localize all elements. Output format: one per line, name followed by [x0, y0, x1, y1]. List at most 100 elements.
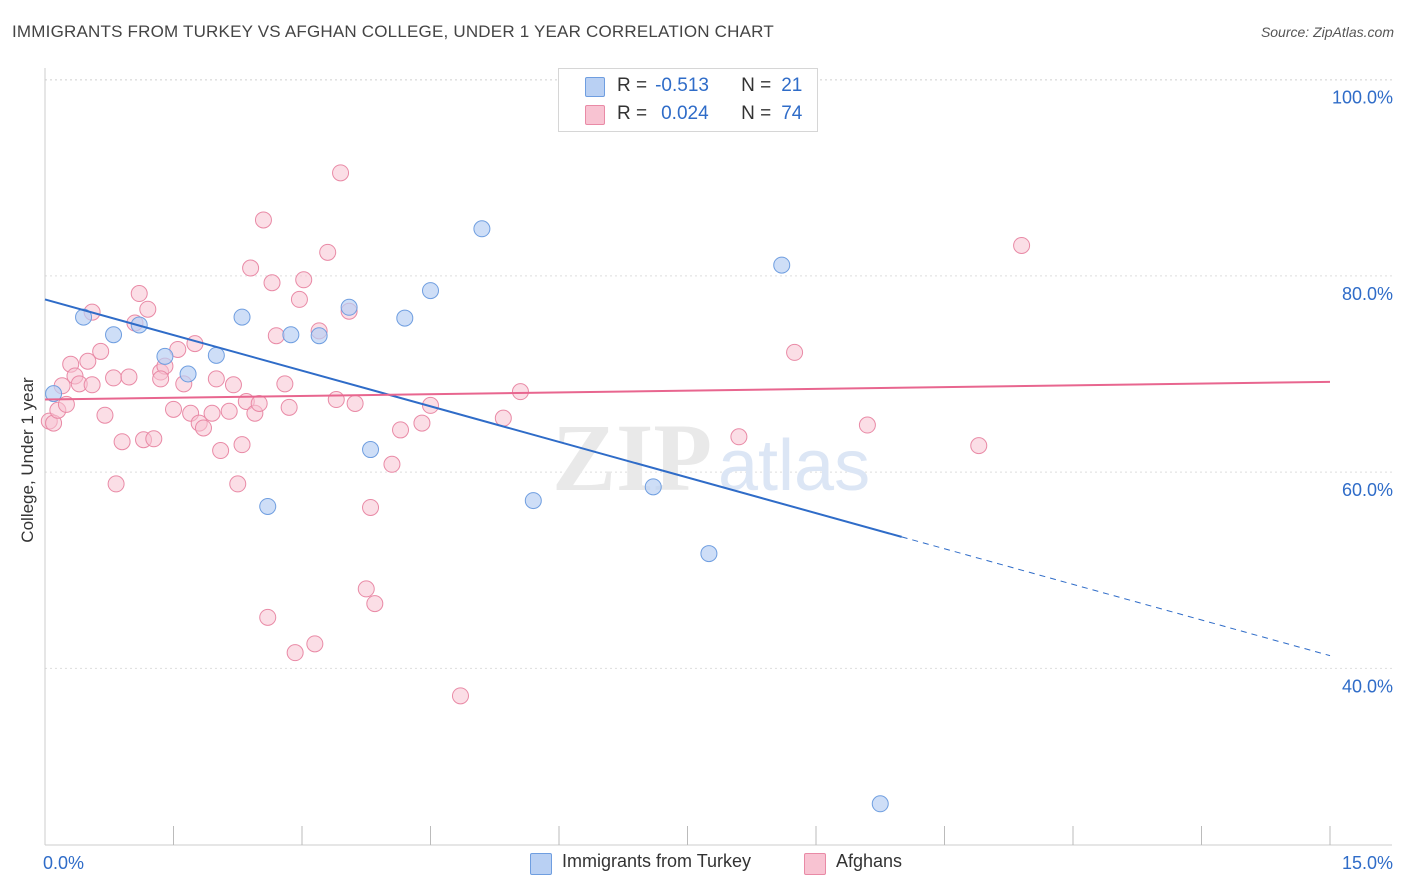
afghans-point [212, 442, 230, 460]
legend-swatch-turkey [585, 77, 605, 97]
legend-row-turkey: R = -0.513 N = 21 [617, 74, 802, 98]
turkey-point [396, 309, 414, 327]
afghans-points [40, 164, 1031, 705]
turkey-point [105, 326, 123, 344]
afghans-point [107, 475, 125, 493]
afghans-point [970, 437, 988, 455]
axes [44, 68, 1392, 846]
afghans-point [392, 421, 410, 439]
y-axis-label: College, Under 1 year [18, 377, 37, 543]
afghans-point [57, 395, 75, 413]
turkey-point [233, 308, 251, 326]
afghans-point [366, 595, 384, 613]
turkey-point [259, 497, 277, 515]
y-tick-label: 60.0% [1342, 480, 1393, 500]
afghans-point [413, 414, 431, 432]
bottom-legend-swatch-afghans [804, 853, 826, 875]
legend-r-label: R = [617, 75, 648, 96]
legend-r-value-afghans: 0.024 [661, 103, 709, 124]
afghans-point [858, 416, 876, 434]
afghans-trend-line [44, 380, 1331, 401]
afghans-point [96, 406, 114, 424]
afghans-point [786, 343, 804, 361]
afghans-point [242, 259, 260, 277]
bottom-legend-afghans: Afghans [836, 851, 903, 871]
afghans-point [224, 376, 242, 394]
y-tick-label: 100.0% [1332, 88, 1393, 108]
turkey-point [179, 365, 197, 383]
y-tick-label: 40.0% [1342, 676, 1393, 696]
turkey-point [45, 385, 63, 403]
afghans-point [220, 402, 238, 420]
y-tick-label: 80.0% [1342, 284, 1393, 304]
afghans-point [267, 327, 285, 345]
afghans-point [276, 375, 294, 393]
legend-n-label: N = [741, 103, 772, 124]
turkey-point [473, 220, 491, 238]
afghans-point [130, 285, 148, 303]
x-tick-label: 15.0% [1342, 853, 1393, 873]
turkey-trend-extension [901, 536, 1331, 657]
afghans-point [152, 370, 170, 388]
afghans-point [113, 433, 131, 451]
afghans-point [327, 391, 345, 409]
turkey-points [45, 220, 889, 813]
afghans-point [383, 455, 401, 473]
turkey-point [340, 298, 358, 316]
afghans-point [295, 271, 313, 289]
turkey-point [700, 545, 718, 563]
trend-lines [44, 298, 1331, 657]
watermark: ZIP atlas [552, 404, 870, 511]
legend-n-value-afghans: 74 [781, 103, 803, 124]
chart-title: IMMIGRANTS FROM TURKEY VS AFGHAN COLLEGE… [12, 22, 774, 41]
afghans-point [207, 370, 225, 388]
turkey-point [156, 347, 174, 365]
afghans-point [1013, 236, 1031, 254]
afghans-point [250, 394, 268, 412]
afghans-point [83, 376, 101, 394]
afghans-point [186, 335, 204, 353]
afghans-point [319, 243, 337, 261]
afghans-point [233, 436, 251, 454]
afghans-point [511, 383, 529, 401]
x-tick-label: 0.0% [43, 853, 84, 873]
legend-n-value-turkey: 21 [781, 75, 803, 96]
legend-row-afghans: R = 0.024 N = 74 [617, 102, 802, 126]
tick-labels: 100.0% 80.0% 60.0% 40.0% 0.0% 15.0% [43, 88, 1393, 873]
afghans-point [120, 368, 138, 386]
afghans-point [259, 608, 277, 626]
afghans-point [229, 475, 247, 493]
bottom-legend-swatch-turkey [530, 853, 552, 875]
afghans-point [105, 369, 123, 387]
afghans-point [92, 342, 110, 360]
afghans-point [139, 300, 157, 318]
legend-swatch-afghans [585, 105, 605, 125]
afghans-point [306, 635, 324, 653]
afghans-point [494, 409, 512, 427]
afghans-point [280, 398, 298, 416]
afghans-point [357, 580, 375, 598]
afghans-point [286, 644, 304, 662]
correlation-legend: R = -0.513 N = 21 R = 0.024 N = 74 [558, 68, 818, 132]
turkey-trend-line [44, 298, 902, 538]
turkey-point [362, 441, 380, 459]
grid-lines [45, 79, 1392, 669]
turkey-point [310, 327, 328, 345]
turkey-point [871, 795, 889, 813]
afghans-point [145, 430, 163, 448]
turkey-point [644, 478, 662, 496]
afghans-point [290, 290, 308, 308]
turkey-point [773, 256, 791, 274]
afghans-point [362, 498, 380, 516]
afghans-point [451, 687, 469, 705]
turkey-point [282, 326, 300, 344]
legend-r-label: R = [617, 103, 648, 124]
turkey-point [422, 282, 439, 300]
turkey-point [524, 492, 542, 510]
turkey-point [207, 346, 225, 364]
legend-r-value-turkey: -0.513 [655, 75, 709, 96]
afghans-point [263, 274, 281, 292]
afghans-point [79, 352, 97, 370]
afghans-point [203, 404, 221, 422]
